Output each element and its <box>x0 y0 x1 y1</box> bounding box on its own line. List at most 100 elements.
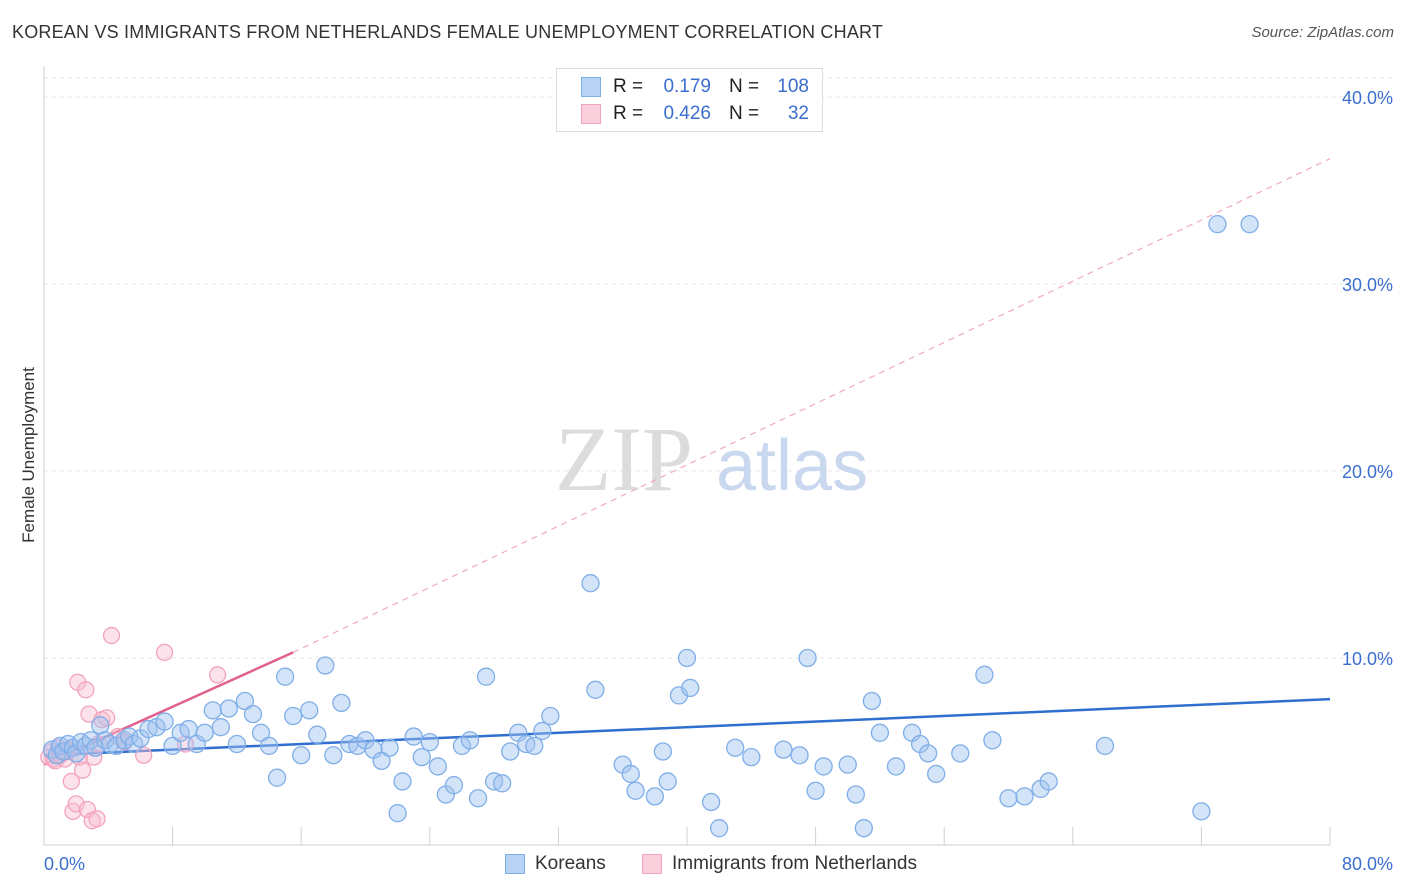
korean-point <box>388 804 407 823</box>
korean-point <box>86 738 105 757</box>
watermark-zip: ZIP <box>555 408 693 510</box>
korean-point <box>243 704 263 724</box>
korean-point <box>951 744 970 763</box>
korean-point <box>870 723 890 742</box>
korean-point <box>468 789 488 808</box>
chart-title: KOREAN VS IMMIGRANTS FROM NETHERLANDS FE… <box>12 22 884 42</box>
korean-point <box>227 734 247 754</box>
korean-point <box>251 723 271 742</box>
y-axis-title: Female Unemployment <box>19 367 38 543</box>
legend-r-value: 0.426 <box>663 103 711 124</box>
y-tick-label: 40.0% <box>1342 88 1393 108</box>
korean-point <box>372 751 391 770</box>
korean-point <box>393 772 412 791</box>
legend-row-netherlands: R = 0.426 N = 32 <box>581 102 809 126</box>
korean-point <box>1240 215 1259 234</box>
korean-point <box>886 757 906 776</box>
korean-point <box>404 727 423 746</box>
korean-point <box>653 742 673 761</box>
korean-point <box>774 740 793 759</box>
korean-point <box>1039 772 1058 791</box>
watermark-atlas: atlas <box>716 426 868 506</box>
bottom-legend-label-koreans: Koreans <box>535 853 606 874</box>
netherlands-point <box>135 746 153 764</box>
legend-n-label: N = <box>729 103 760 124</box>
netherlands-point <box>102 626 121 645</box>
korean-point <box>476 667 496 686</box>
legend-n-value: 108 <box>777 76 809 97</box>
korean-point <box>1192 802 1211 821</box>
korean-point <box>380 738 399 757</box>
korean-point <box>846 785 865 804</box>
korean-point <box>267 768 287 787</box>
korean-point <box>324 746 343 765</box>
x-tick-label: 0.0% <box>44 854 85 874</box>
source-credit: Source: ZipAtlas.com <box>1251 24 1394 41</box>
korean-point <box>292 746 311 765</box>
korean-point <box>838 755 857 774</box>
korean-point <box>308 725 327 744</box>
korean-point <box>412 747 431 767</box>
korean-point <box>67 744 86 763</box>
tick-labels: 10.0% 20.0% 30.0% 40.0% 0.0% 80.0% <box>44 88 1393 874</box>
netherlands-point <box>73 761 92 779</box>
korean-point <box>645 787 664 806</box>
korean-point <box>927 764 946 784</box>
korean-point <box>525 736 544 756</box>
korean-point <box>332 693 351 713</box>
netherlands-trend-extension <box>292 158 1331 653</box>
netherlands-point <box>62 772 80 791</box>
korean-point <box>586 680 605 699</box>
korean-point <box>460 731 480 750</box>
korean-point <box>155 712 174 731</box>
korean-trend-line <box>43 697 1331 757</box>
korean-point <box>918 744 938 763</box>
netherlands-point <box>98 709 116 727</box>
korean-point <box>710 819 729 838</box>
korean-point <box>428 757 447 776</box>
korean-point <box>681 678 700 698</box>
korean-point <box>259 736 279 756</box>
korean-point <box>626 781 645 800</box>
y-tick-label: 30.0% <box>1342 275 1393 295</box>
korean-point <box>726 738 745 757</box>
korean-point <box>854 819 873 838</box>
korean-point <box>806 781 825 800</box>
korean-point <box>862 691 882 711</box>
korean-point <box>203 701 222 720</box>
trend-lines <box>43 158 1331 766</box>
korean-point <box>275 667 295 686</box>
korean-point <box>790 746 809 765</box>
legend-r-value: 0.179 <box>663 76 711 97</box>
korean-point <box>999 789 1018 808</box>
netherlands-point <box>155 643 174 662</box>
legend-swatch-netherlands <box>581 104 601 124</box>
netherlands-trend-line <box>43 651 294 766</box>
korean-point <box>179 719 198 739</box>
bottom-legend-koreans: Koreans <box>505 852 606 876</box>
bottom-legend-swatch-netherlands <box>642 854 662 874</box>
korean-point <box>420 733 439 752</box>
korean-point <box>742 747 761 767</box>
netherlands-point <box>77 681 95 699</box>
korean-point <box>798 648 817 668</box>
korean-point <box>581 574 600 593</box>
netherlands-point <box>208 666 227 684</box>
korean-point <box>1095 736 1115 756</box>
korean-point <box>501 742 520 761</box>
korean-point <box>1208 215 1227 234</box>
korean-point <box>492 774 512 793</box>
legend-n-label: N = <box>729 76 760 97</box>
axes <box>43 66 1331 846</box>
korean-point <box>621 764 640 784</box>
korean-point <box>1015 787 1034 806</box>
korean-point <box>541 706 560 726</box>
korean-point <box>316 656 335 675</box>
korean-point <box>677 648 697 668</box>
korean-point <box>211 718 230 737</box>
y-tick-label: 10.0% <box>1342 649 1393 669</box>
korean-point <box>533 721 552 741</box>
korean-point <box>658 772 677 791</box>
korean-point <box>300 701 319 720</box>
